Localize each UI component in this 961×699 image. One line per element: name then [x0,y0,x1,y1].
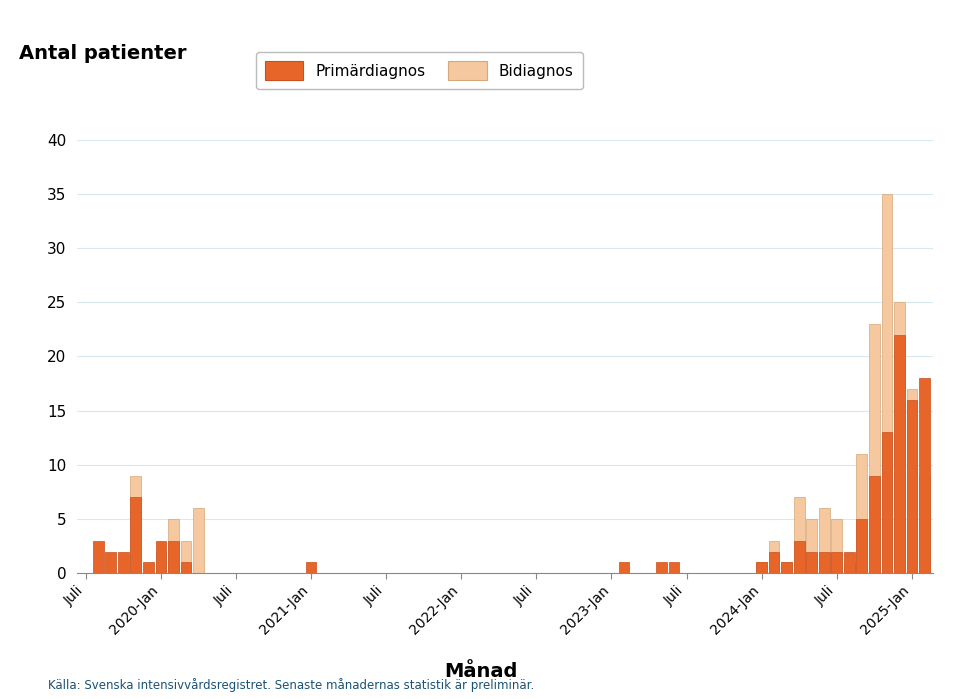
Bar [181,541,191,573]
Bar [131,475,141,573]
Text: Källa: Svenska intensivvårdsregistret. Senaste månadernas statistik är preliminä: Källa: Svenska intensivvårdsregistret. S… [48,678,533,692]
Bar [830,552,841,573]
Bar [755,562,766,573]
Bar [168,519,179,573]
Bar [843,552,853,573]
Bar [905,400,916,573]
Bar [193,508,204,573]
Bar [918,475,928,573]
Bar [168,541,179,573]
Bar [918,378,928,573]
Text: Månad: Månad [444,661,517,681]
Bar [818,552,828,573]
Bar [106,552,116,573]
Bar [780,562,791,573]
Legend: Primärdiagnos, Bidiagnos: Primärdiagnos, Bidiagnos [256,52,582,89]
Bar [805,519,816,573]
Bar [868,475,878,573]
Bar [780,562,791,573]
Bar [868,324,878,573]
Bar [143,562,154,573]
Bar [118,552,129,573]
Bar [843,562,853,573]
Bar [793,498,803,573]
Bar [618,562,628,573]
Bar [818,508,828,573]
Bar [306,562,316,573]
Bar [181,562,191,573]
Bar [905,389,916,573]
Bar [93,541,104,573]
Bar [755,562,766,573]
Bar [805,552,816,573]
Bar [855,454,866,573]
Bar [880,194,891,573]
Bar [880,432,891,573]
Bar [668,562,678,573]
Bar [156,541,166,573]
Bar [768,541,778,573]
Text: Antal patienter: Antal patienter [19,44,186,63]
Bar [855,519,866,573]
Bar [793,541,803,573]
Bar [655,562,666,573]
Bar [893,302,903,573]
Bar [830,519,841,573]
Bar [131,498,141,573]
Bar [156,552,166,573]
Bar [768,552,778,573]
Bar [893,335,903,573]
